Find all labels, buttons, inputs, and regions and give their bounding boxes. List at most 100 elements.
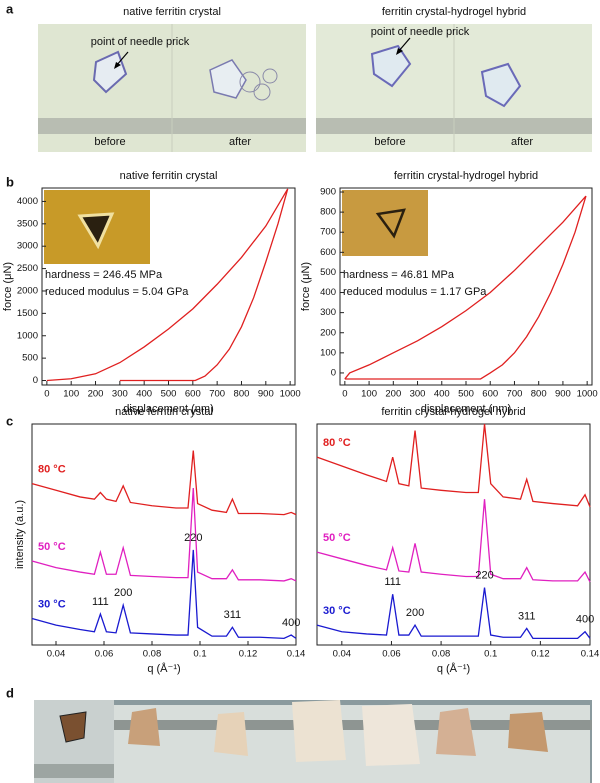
chart-title: native ferritin crystal xyxy=(120,170,218,182)
x-tick-label: 500 xyxy=(458,389,474,400)
inset-text: reduced modulus = 5.04 GPa xyxy=(45,286,189,298)
x-tick-label: 300 xyxy=(112,389,128,400)
series-line xyxy=(31,549,297,640)
x-tick-label: 0.04 xyxy=(47,649,66,660)
x-axis-label: q (Å⁻¹) xyxy=(437,662,470,675)
x-axis-label: q (Å⁻¹) xyxy=(147,662,180,675)
peak-label: 111 xyxy=(92,596,109,608)
series-label: 50 °C xyxy=(38,541,66,553)
panel-label: b xyxy=(6,174,14,189)
y-tick-label: 200 xyxy=(320,327,336,338)
x-tick-label: 300 xyxy=(410,389,426,400)
series-line xyxy=(316,423,591,508)
panel-title: native ferritin crystal xyxy=(123,6,221,18)
peak-label: 200 xyxy=(406,607,424,619)
series-line xyxy=(344,195,587,380)
y-tick-label: 700 xyxy=(320,227,336,238)
series-line xyxy=(316,587,591,640)
x-tick-label: 900 xyxy=(258,389,274,400)
x-tick-label: 0.12 xyxy=(531,649,550,660)
y-tick-label: 900 xyxy=(320,187,336,198)
callout: point of needle prick xyxy=(371,26,470,38)
panel-title: ferritin crystal-hydrogel hybrid xyxy=(382,6,526,18)
series-label: 30 °C xyxy=(323,605,351,617)
photo-a-right xyxy=(316,24,592,152)
inset-text: reduced modulus = 1.17 GPa xyxy=(343,286,487,298)
x-tick-label: 0.08 xyxy=(432,649,451,660)
peak-label: 220 xyxy=(475,569,493,581)
x-tick-label: 100 xyxy=(63,389,79,400)
series-label: 50 °C xyxy=(323,532,351,544)
series-line xyxy=(31,488,297,582)
y-axis-label: force (μN) xyxy=(2,262,14,311)
chart-title: ferritin crystal-hydrogel hybrid xyxy=(394,170,538,182)
series-line xyxy=(46,188,289,382)
x-tick-label: 0.14 xyxy=(581,649,600,660)
x-axis-label: displacement (nm) xyxy=(123,403,213,415)
series-line xyxy=(119,188,289,382)
series-line xyxy=(344,195,587,380)
y-tick-label: 2000 xyxy=(17,285,38,296)
chart-title: ferritin crystal-hydrogel hybrid xyxy=(381,406,525,418)
y-tick-label: 300 xyxy=(320,307,336,318)
x-tick-label: 400 xyxy=(136,389,152,400)
y-axis-label: intensity (a.u.) xyxy=(14,500,26,569)
y-tick-label: 3000 xyxy=(17,241,38,252)
x-tick-label: 1000 xyxy=(280,389,301,400)
series-label: 30 °C xyxy=(38,598,66,610)
series-line xyxy=(31,450,297,516)
peak-label: 311 xyxy=(518,610,536,622)
x-tick-label: 400 xyxy=(434,389,450,400)
plot-frame xyxy=(316,423,591,646)
x-tick-label: 200 xyxy=(385,389,401,400)
y-tick-label: 100 xyxy=(320,347,336,358)
x-tick-label: 100 xyxy=(361,389,377,400)
plot-frame xyxy=(31,423,297,646)
y-axis-label: force (μN) xyxy=(300,262,312,311)
x-tick-label: 0.06 xyxy=(382,649,401,660)
x-tick-label: 0.06 xyxy=(95,649,114,660)
x-tick-label: 200 xyxy=(88,389,104,400)
x-tick-label: 900 xyxy=(555,389,571,400)
x-axis-label: displacement (nm) xyxy=(421,403,511,415)
chart-title: native ferritin crystal xyxy=(115,406,213,418)
peak-label: 400 xyxy=(576,614,594,626)
peak-label: 200 xyxy=(114,587,132,599)
x-tick-label: 700 xyxy=(209,389,225,400)
y-tick-label: 2500 xyxy=(17,263,38,274)
peak-label: 400 xyxy=(282,617,300,629)
peak-label: 311 xyxy=(224,609,242,621)
y-tick-label: 0 xyxy=(33,375,38,386)
x-tick-label: 0.04 xyxy=(333,649,352,660)
peak-label: 220 xyxy=(184,532,202,544)
photo-label: before xyxy=(94,136,125,148)
x-tick-label: 800 xyxy=(531,389,547,400)
x-tick-label: 600 xyxy=(482,389,498,400)
series-label: 80 °C xyxy=(38,464,66,476)
x-tick-label: 800 xyxy=(234,389,250,400)
x-tick-label: 0.14 xyxy=(287,649,306,660)
series-label: 80 °C xyxy=(323,437,351,449)
series-line xyxy=(316,499,591,583)
y-tick-label: 800 xyxy=(320,207,336,218)
inset-photo xyxy=(375,208,406,239)
y-tick-label: 1500 xyxy=(17,308,38,319)
y-tick-label: 400 xyxy=(320,287,336,298)
peak-label: 111 xyxy=(384,576,401,588)
y-tick-label: 3500 xyxy=(17,218,38,229)
panel-label: d xyxy=(6,685,14,700)
panel-label: c xyxy=(6,413,13,428)
x-tick-label: 700 xyxy=(507,389,523,400)
y-tick-label: 0 xyxy=(331,367,336,378)
x-tick-label: 0.08 xyxy=(143,649,162,660)
x-tick-label: 0.12 xyxy=(239,649,258,660)
callout: point of needle prick xyxy=(91,36,190,48)
photo-label: before xyxy=(374,136,405,148)
y-tick-label: 500 xyxy=(22,353,38,364)
y-tick-label: 1000 xyxy=(17,330,38,341)
y-tick-label: 4000 xyxy=(17,196,38,207)
panel-label: a xyxy=(6,1,14,16)
x-tick-label: 1000 xyxy=(577,389,598,400)
photo-a-left xyxy=(38,24,306,152)
